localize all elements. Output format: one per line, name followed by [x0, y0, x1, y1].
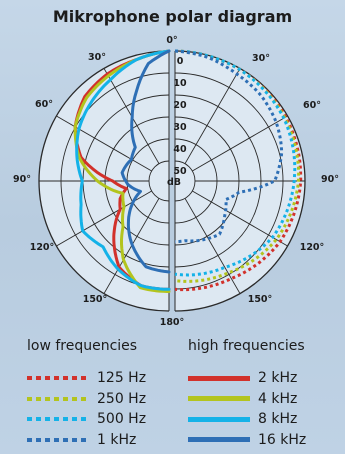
legend-item-low: 250 Hz — [27, 389, 146, 409]
legend-label: 1 kHz — [97, 431, 137, 448]
legend-swatch-dotted — [27, 437, 89, 442]
grid-spoke-right — [192, 115, 288, 172]
angle-tick-label: 30° — [252, 53, 270, 64]
angle-tick-label: 0° — [166, 35, 177, 46]
angle-tick-label: 150° — [248, 294, 273, 305]
angle-tick-label: 60° — [35, 99, 53, 110]
legend-item-high: 16 kHz — [188, 430, 306, 450]
radial-unit-label: dB — [167, 177, 181, 188]
legend-item-high: 2 kHz — [188, 368, 297, 388]
series-500-hz — [174, 49, 297, 277]
angle-tick-label: 120° — [30, 242, 55, 253]
series-4-khz — [73, 49, 171, 293]
legend-label: 16 kHz — [258, 431, 307, 448]
legend-label: 2 kHz — [258, 370, 298, 386]
legend-swatch-dotted — [27, 417, 89, 421]
legend-swatch-dotted — [27, 396, 89, 401]
legend-label: 8 kHz — [258, 411, 298, 427]
series-2-khz — [73, 49, 171, 291]
grid-spoke-left — [56, 115, 152, 172]
angle-tick-label: 90° — [13, 174, 31, 185]
angle-tick-label: 30° — [88, 52, 106, 63]
legend-label: 500 Hz — [97, 411, 147, 427]
angle-tick-label: 120° — [300, 242, 325, 253]
legend-item-low: 125 Hz — [27, 368, 146, 388]
radial-tick-label: 40 — [173, 144, 187, 155]
radial-tick-label: 30 — [173, 122, 187, 133]
grid-ring-left — [148, 160, 170, 202]
legend-item-low: 1 kHz — [27, 430, 136, 450]
legend-swatch-solid — [188, 437, 250, 442]
legend-swatch-dotted — [27, 376, 89, 380]
legend-label: 250 Hz — [97, 390, 147, 407]
legend-swatch-solid — [188, 396, 250, 401]
legend-heading-high: high frequencies — [188, 338, 305, 354]
legend-heading-low: low frequencies — [27, 338, 138, 354]
legend-swatch-solid — [188, 375, 250, 381]
grid-spoke-right — [184, 198, 241, 294]
legend-swatch-solid — [188, 416, 250, 422]
legend-label: 125 Hz — [97, 370, 147, 386]
legend-item-high: 4 kHz — [188, 389, 297, 409]
legend-item-high: 8 kHz — [188, 409, 297, 429]
grid-spoke-right — [184, 68, 241, 164]
angle-tick-label: 150° — [83, 294, 108, 305]
radial-tick-label: 0 — [177, 56, 184, 67]
series-1-khz — [174, 49, 284, 244]
radial-tick-label: 10 — [173, 78, 187, 89]
angle-tick-label: 60° — [303, 100, 321, 111]
angle-tick-label: 180° — [160, 317, 185, 328]
legend-label: 4 kHz — [258, 390, 298, 407]
series-16-khz — [120, 49, 171, 274]
series-8-khz — [75, 49, 171, 291]
angle-tick-label: 90° — [321, 174, 339, 185]
chart-title: Mikrophone polar diagram — [52, 7, 293, 26]
radial-tick-label: 20 — [173, 100, 187, 111]
grid-ring-right — [174, 160, 196, 202]
radial-tick-label: 50 — [173, 166, 187, 177]
legend-item-low: 500 Hz — [27, 409, 146, 429]
